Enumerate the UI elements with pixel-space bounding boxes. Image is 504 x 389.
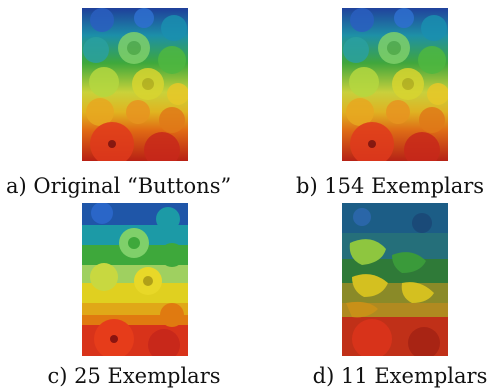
buttons-image-original <box>82 8 188 161</box>
buttons-image-11-exemplars <box>342 203 448 356</box>
caption-b: b) 154 Exemplars <box>296 174 485 198</box>
buttons-image-25-exemplars <box>82 203 188 356</box>
caption-a: a) Original “Buttons” <box>6 174 232 198</box>
buttons-photo-quantized-154 <box>342 8 448 161</box>
caption-c: c) 25 Exemplars <box>47 364 221 388</box>
caption-d: d) 11 Exemplars <box>312 364 488 388</box>
buttons-photo-quantized-11 <box>342 203 448 356</box>
buttons-photo-quantized-25 <box>82 203 188 356</box>
buttons-photo <box>82 8 188 161</box>
buttons-image-154-exemplars <box>342 8 448 161</box>
